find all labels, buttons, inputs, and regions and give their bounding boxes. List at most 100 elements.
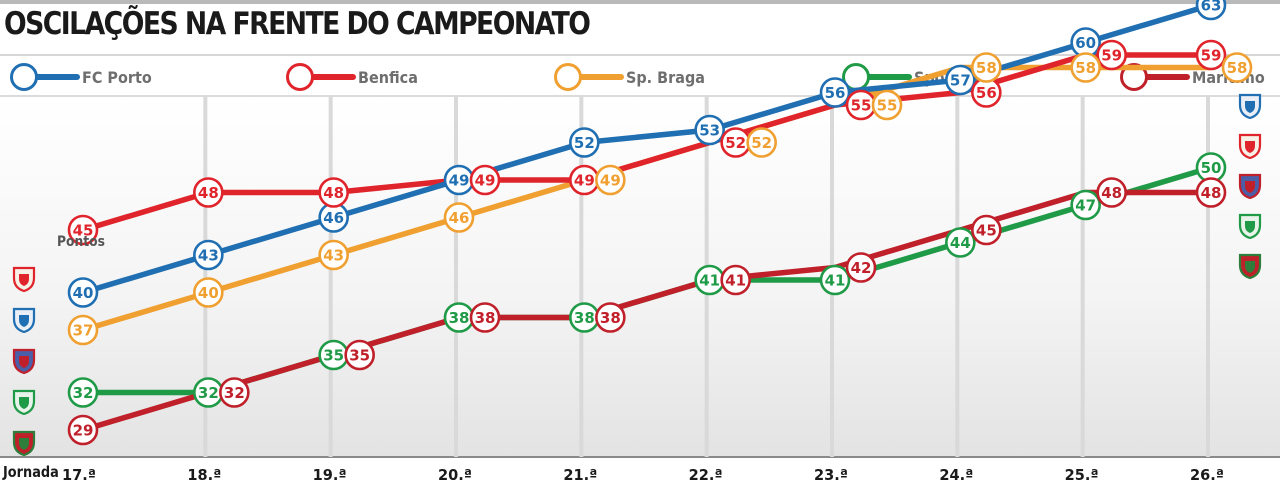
data-label: 59 (1201, 47, 1222, 65)
data-point: 38 (469, 302, 501, 333)
data-label: 40 (73, 284, 94, 302)
data-label: 49 (574, 172, 595, 190)
data-point: 48 (318, 177, 349, 208)
data-point-marker (871, 89, 903, 121)
x-tick-label: 18.ª (187, 466, 221, 484)
data-label: 45 (73, 222, 94, 240)
data-label: 38 (475, 309, 496, 327)
data-point-marker (1096, 39, 1127, 71)
data-point-marker (945, 64, 976, 96)
x-tick-label: 20.ª (438, 466, 472, 484)
data-label: 35 (349, 347, 370, 365)
data-point-marker (1195, 0, 1227, 21)
sporting-crest-icon (12, 389, 36, 416)
data-point-marker (67, 214, 99, 246)
sporting-crest-icon (1238, 213, 1262, 240)
data-label: 32 (73, 384, 94, 402)
data-point: 40 (193, 277, 224, 308)
x-tick-label: 25.ª (1065, 466, 1099, 484)
data-point-marker (819, 77, 851, 108)
data-point-marker (193, 277, 224, 308)
data-label: 58 (976, 59, 997, 77)
data-label: 42 (851, 259, 872, 277)
fc-porto-crest-icon (12, 307, 36, 334)
data-label: 49 (600, 172, 621, 190)
data-point-marker (1221, 52, 1253, 83)
data-label: 38 (600, 309, 621, 327)
data-point-marker (443, 202, 475, 233)
data-label: 41 (699, 272, 720, 290)
data-point: 32 (219, 377, 250, 408)
data-point: 49 (569, 164, 600, 196)
data-point: 63 (1195, 0, 1227, 21)
data-point: 52 (746, 127, 777, 158)
data-point: 47 (1070, 189, 1101, 221)
x-tick-label: 21.ª (563, 466, 597, 484)
legend-swatch (8, 60, 82, 94)
data-point: 40 (67, 277, 99, 308)
data-label: 63 (1201, 0, 1222, 15)
data-point: 35 (344, 339, 375, 371)
data-point-marker (318, 177, 349, 208)
data-label: 41 (825, 272, 846, 290)
series-line (80, 189, 1214, 433)
data-point-marker (971, 52, 1002, 83)
data-point-marker (569, 127, 600, 158)
x-tick-label: 22.ª (689, 466, 723, 484)
data-point: 60 (1070, 27, 1101, 58)
data-point-marker (1070, 189, 1101, 221)
sp-braga-crest-icon (12, 348, 36, 375)
legend-swatch (284, 60, 358, 94)
data-point: 59 (1195, 39, 1227, 71)
data-point: 43 (193, 239, 224, 271)
data-label: 48 (1201, 184, 1222, 202)
data-point: 53 (694, 114, 725, 146)
benfica-crest-icon (12, 266, 36, 293)
chart-title: OSCILAÇÕES NA FRENTE DO CAMPEONATO (4, 6, 591, 42)
data-point-marker (67, 277, 99, 308)
data-point: 38 (595, 302, 626, 333)
data-label: 38 (574, 309, 595, 327)
fc-porto-crest-icon (1238, 93, 1262, 120)
data-point-marker (595, 164, 626, 196)
data-point-marker (595, 302, 626, 333)
data-label: 52 (574, 134, 595, 152)
x-tick-label: 23.ª (814, 466, 848, 484)
data-label: 49 (449, 172, 470, 190)
data-label: 48 (198, 184, 219, 202)
data-point-marker (1195, 39, 1227, 71)
y-axis-label: Pontos (57, 234, 105, 250)
data-point: 55 (871, 89, 903, 121)
data-point-marker (971, 214, 1002, 246)
data-label: 35 (323, 347, 344, 365)
maritimo-crest-icon (1238, 253, 1262, 280)
data-point-marker (469, 302, 501, 333)
title-divider (0, 54, 1280, 56)
series-line (80, 52, 1214, 233)
data-point: 58 (971, 52, 1002, 83)
data-point: 43 (318, 239, 349, 271)
data-point: 42 (845, 252, 877, 283)
data-point-marker (318, 239, 349, 271)
x-axis-label: Jornada (3, 463, 59, 481)
data-point-marker (845, 252, 877, 283)
data-point: 38 (569, 302, 600, 333)
data-label: 52 (725, 134, 746, 152)
data-label: 53 (699, 122, 720, 140)
data-point: 52 (720, 127, 751, 158)
data-label: 56 (976, 84, 997, 102)
data-point: 45 (67, 214, 99, 246)
data-label: 52 (751, 134, 772, 152)
data-label: 58 (1075, 59, 1096, 77)
data-label: 48 (1101, 184, 1122, 202)
data-point-marker (67, 314, 99, 346)
data-label: 32 (224, 384, 245, 402)
x-tick-label: 24.ª (939, 466, 973, 484)
data-point: 58 (1070, 52, 1101, 83)
data-point: 49 (595, 164, 626, 196)
plot-background (0, 96, 1280, 457)
maritimo-crest-icon (12, 430, 36, 457)
data-point: 58 (1221, 52, 1253, 83)
data-point-marker (1096, 177, 1127, 208)
